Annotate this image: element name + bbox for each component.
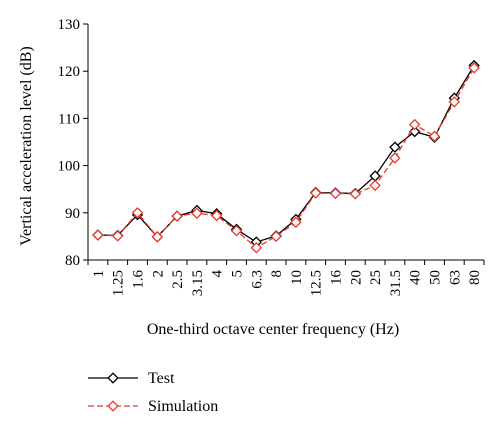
data-point-marker	[349, 188, 362, 200]
data-point-marker	[448, 96, 461, 108]
data-point-marker	[210, 209, 223, 222]
x-tick-label: 1.25	[111, 270, 127, 296]
data-point-marker	[171, 210, 183, 222]
x-tick-label: 1	[91, 270, 107, 278]
x-tick-label: 40	[408, 270, 424, 285]
x-tick-label: 8	[269, 270, 285, 278]
x-axis: 1 1.25 1.6 2 2.5 3.15 4 5 6.3 8 10 12.5 16 20 25 31.5 40…	[87, 259, 485, 296]
x-axis-title: One-third octave center frequency (Hz)	[147, 321, 399, 338]
data-point-marker	[389, 152, 401, 164]
y-tick-label: 130	[58, 17, 81, 33]
data-point-marker	[111, 230, 124, 242]
y-axis: 80 90 100 110 120 130	[58, 17, 89, 269]
data-point-marker	[250, 242, 263, 254]
data-point-marker	[230, 225, 243, 237]
x-tick-label: 5	[230, 270, 246, 278]
data-point-marker	[408, 125, 421, 138]
y-axis-title: Vertical acceleration level (dB)	[18, 46, 35, 245]
x-tick-label: 1.6	[131, 270, 147, 289]
y-tick-label: 90	[65, 206, 80, 222]
series-test	[92, 59, 480, 248]
data-point-marker	[270, 230, 282, 243]
y-tick-label: 110	[58, 111, 80, 127]
legend-marker-swatch	[107, 372, 119, 384]
series-simulation	[92, 62, 480, 254]
x-tick-label: 16	[329, 270, 345, 286]
data-point-marker	[408, 118, 421, 131]
series-line	[97, 67, 475, 249]
data-point-marker	[428, 130, 441, 143]
x-tick-label: 2	[150, 270, 166, 278]
data-point-marker	[468, 62, 480, 74]
x-tick-label: 31.5	[388, 270, 404, 296]
legend-label: Simulation	[148, 398, 218, 415]
data-point-marker	[151, 231, 164, 243]
x-tick-label: 25	[368, 270, 384, 285]
series-layer	[92, 59, 480, 254]
data-point-marker	[290, 216, 302, 228]
y-tick-label: 120	[58, 64, 81, 80]
data-point-marker	[329, 187, 342, 200]
x-tick-label: 63	[447, 270, 463, 285]
data-point-marker	[309, 187, 322, 199]
x-tick-label: 2.5	[170, 270, 186, 289]
x-tick-label: 80	[467, 270, 483, 285]
x-tick-label: 4	[210, 270, 226, 278]
x-tick-label: 6.3	[249, 270, 265, 289]
legend: Test Simulation	[88, 370, 218, 415]
legend-item-simulation: Simulation	[88, 398, 218, 415]
data-point-marker	[92, 229, 104, 241]
legend-label: Test	[148, 370, 175, 387]
x-tick-label: 12.5	[309, 270, 325, 296]
y-tick-label: 100	[58, 159, 81, 175]
x-tick-label: 50	[428, 270, 444, 285]
data-point-marker	[131, 207, 144, 219]
data-point-marker	[389, 141, 401, 153]
x-tick-label: 10	[289, 270, 305, 285]
legend-marker-swatch	[107, 400, 119, 412]
legend-item-test: Test	[88, 370, 175, 387]
x-tick-label: 20	[348, 270, 364, 285]
x-tick-label: 3.15	[190, 270, 206, 296]
data-point-marker	[191, 207, 203, 219]
data-point-marker	[369, 179, 381, 192]
series-line	[97, 65, 475, 243]
y-tick-label: 80	[65, 253, 80, 269]
